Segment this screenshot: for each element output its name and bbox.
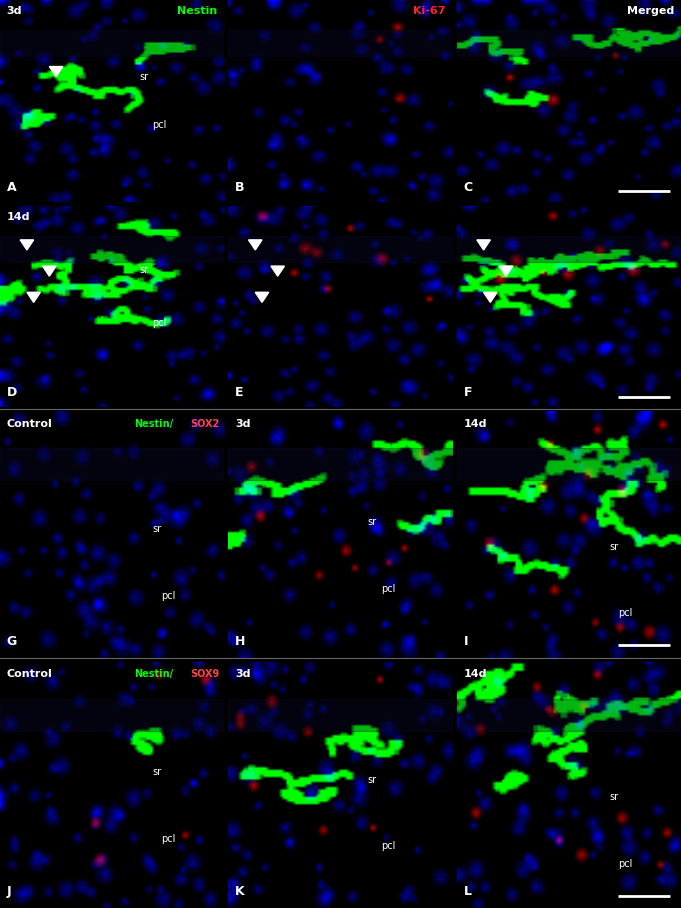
Bar xyxy=(0,449,224,480)
Text: SOX9: SOX9 xyxy=(191,669,220,679)
Text: pcl: pcl xyxy=(153,318,167,328)
Text: 3d: 3d xyxy=(235,419,251,429)
Text: sr: sr xyxy=(368,517,377,527)
Text: pcl: pcl xyxy=(161,834,176,844)
Polygon shape xyxy=(477,240,490,250)
Text: pcl: pcl xyxy=(161,591,176,601)
Polygon shape xyxy=(49,66,63,76)
Polygon shape xyxy=(249,240,262,250)
Text: 3d: 3d xyxy=(7,6,22,16)
Text: sr: sr xyxy=(368,775,377,785)
Bar xyxy=(228,30,453,56)
Text: 14d: 14d xyxy=(464,419,487,429)
Text: A: A xyxy=(7,181,16,193)
Text: pcl: pcl xyxy=(381,584,395,594)
Text: J: J xyxy=(7,885,12,898)
Bar xyxy=(228,698,453,731)
Text: sr: sr xyxy=(139,265,148,275)
Text: pcl: pcl xyxy=(153,120,167,130)
Text: D: D xyxy=(7,386,17,400)
Text: F: F xyxy=(464,386,472,400)
Text: G: G xyxy=(7,635,17,647)
Polygon shape xyxy=(27,292,40,302)
Bar xyxy=(0,30,224,56)
Bar xyxy=(457,698,681,731)
Bar xyxy=(0,236,224,262)
Text: 14d: 14d xyxy=(7,212,30,222)
Text: 3d: 3d xyxy=(235,669,251,679)
Text: C: C xyxy=(464,181,473,193)
Bar xyxy=(457,449,681,480)
Text: sr: sr xyxy=(609,792,618,802)
Text: pcl: pcl xyxy=(618,859,633,869)
Text: Nestin/: Nestin/ xyxy=(135,419,174,429)
Text: Ki-67: Ki-67 xyxy=(413,6,446,16)
Polygon shape xyxy=(271,266,285,276)
Polygon shape xyxy=(484,292,497,302)
Text: E: E xyxy=(235,386,244,400)
Text: 14d: 14d xyxy=(464,669,487,679)
Text: K: K xyxy=(235,885,244,898)
Bar xyxy=(457,236,681,262)
Bar xyxy=(0,698,224,731)
Text: sr: sr xyxy=(609,542,618,552)
Text: H: H xyxy=(235,635,245,647)
Text: Control: Control xyxy=(7,419,52,429)
Polygon shape xyxy=(499,266,513,276)
Text: B: B xyxy=(235,181,244,193)
Text: Merged: Merged xyxy=(627,6,674,16)
Bar xyxy=(228,236,453,262)
Bar xyxy=(457,30,681,56)
Text: Nestin/: Nestin/ xyxy=(135,669,174,679)
Text: pcl: pcl xyxy=(618,608,633,618)
Polygon shape xyxy=(43,266,56,276)
Text: sr: sr xyxy=(139,72,148,82)
Text: SOX2: SOX2 xyxy=(191,419,220,429)
Text: Nestin: Nestin xyxy=(177,6,217,16)
Text: Control: Control xyxy=(7,669,52,679)
Text: sr: sr xyxy=(153,767,161,777)
Text: sr: sr xyxy=(153,525,161,535)
Polygon shape xyxy=(20,240,33,250)
Text: L: L xyxy=(464,885,471,898)
Polygon shape xyxy=(255,292,269,302)
Text: I: I xyxy=(464,635,468,647)
Bar xyxy=(228,449,453,480)
Text: pcl: pcl xyxy=(381,842,395,852)
